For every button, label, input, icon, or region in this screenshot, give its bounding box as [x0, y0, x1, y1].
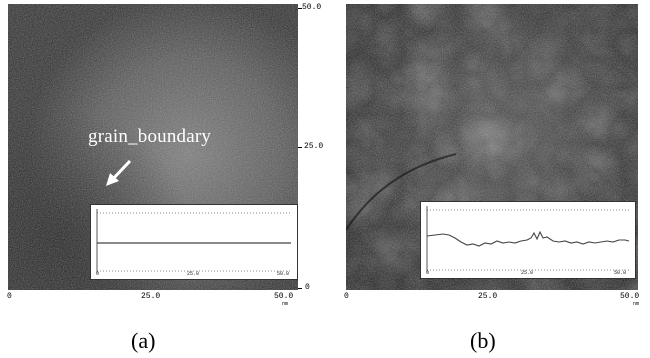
caption-b: (b)	[470, 330, 496, 352]
inset-a-xtick-1: 25.0	[187, 272, 199, 277]
a-ytick-mark-mid	[298, 147, 302, 148]
inset-b-xtick-1: 25.0	[521, 271, 533, 276]
a-xtick-2: 50.0	[274, 293, 293, 301]
a-x-unit: nm	[282, 302, 288, 307]
b-x-unit: nm	[633, 302, 639, 307]
caption-a: (a)	[131, 330, 155, 352]
grain-boundary-arrow	[100, 158, 136, 188]
line-profile-inset-a: 0 25.0 50.0	[90, 204, 298, 280]
b-xtick-2: 50.0	[620, 293, 639, 301]
a-ytick-2: 0	[305, 284, 310, 292]
inset-a-xtick-2: 50.0	[277, 272, 289, 277]
grain-boundary-label: grain_boundary	[88, 127, 211, 146]
inset-b-xtick-2: 50.0	[614, 271, 626, 276]
b-xtick-1: 25.0	[478, 293, 497, 301]
inset-b-xtick-0: 0	[426, 271, 429, 276]
b-xtick-0: 0	[344, 293, 349, 301]
a-xtick-0: 0	[7, 293, 12, 301]
a-ytick-1: 25.0	[304, 143, 323, 151]
a-xtick-1: 25.0	[141, 293, 160, 301]
line-profile-inset-b: 0 25.0 50.0	[420, 201, 636, 279]
profile-line-b	[427, 232, 629, 246]
a-ytick-0: 50.0	[302, 4, 321, 12]
inset-a-xtick-0: 0	[96, 272, 99, 277]
a-ytick-mark-bot	[298, 288, 302, 289]
